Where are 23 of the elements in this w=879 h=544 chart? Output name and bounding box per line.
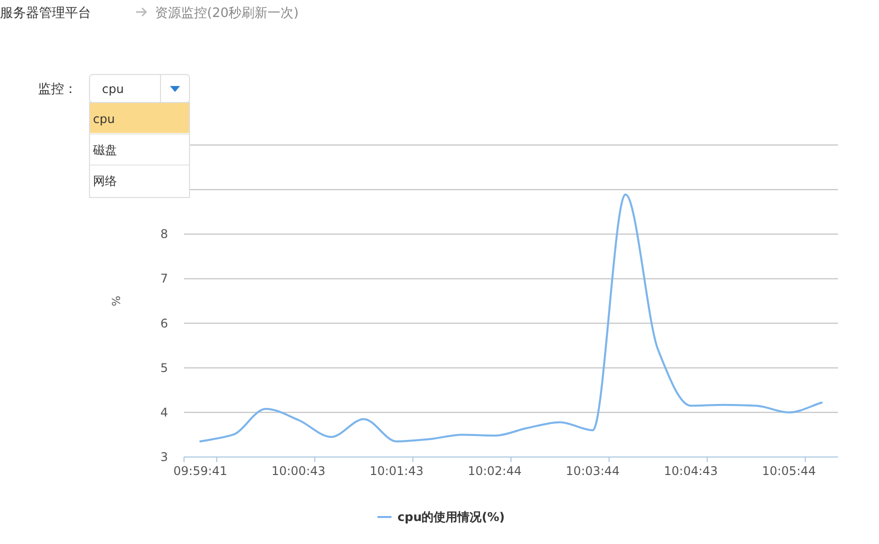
y-tick-label: 7: [160, 272, 168, 286]
x-tick-label: 10:02:44: [468, 464, 522, 478]
x-tick-label: 09:59:41: [173, 464, 228, 478]
x-tick-label: 10:03:44: [566, 464, 620, 478]
x-tick-label: 10:01:43: [370, 464, 424, 478]
text: 磁盘: [92, 143, 117, 157]
chart-subtitle: 资源监控(20秒刷新一次): [155, 6, 299, 21]
y-tick-label: 8: [160, 227, 168, 242]
text: 监控：: [38, 82, 77, 97]
text: 网络: [93, 174, 117, 188]
legend-label: cpu的使用情况(%): [398, 510, 505, 524]
text: cpu: [93, 112, 115, 126]
y-tick-label: 3: [160, 450, 168, 464]
text: cpu: [102, 82, 124, 96]
x-tick-label: 10:04:43: [664, 464, 718, 478]
y-tick-label: 6: [160, 316, 168, 330]
line-series: [199, 193, 823, 442]
x-tick-label: 10:05:44: [762, 464, 816, 478]
x-tick-label: 10:00:43: [271, 464, 326, 478]
y-tick-label: 4: [160, 405, 168, 420]
y-tick-label: 5: [160, 360, 168, 375]
y-axis-title: %: [110, 296, 123, 306]
text: 服务器管理平台: [0, 6, 91, 21]
